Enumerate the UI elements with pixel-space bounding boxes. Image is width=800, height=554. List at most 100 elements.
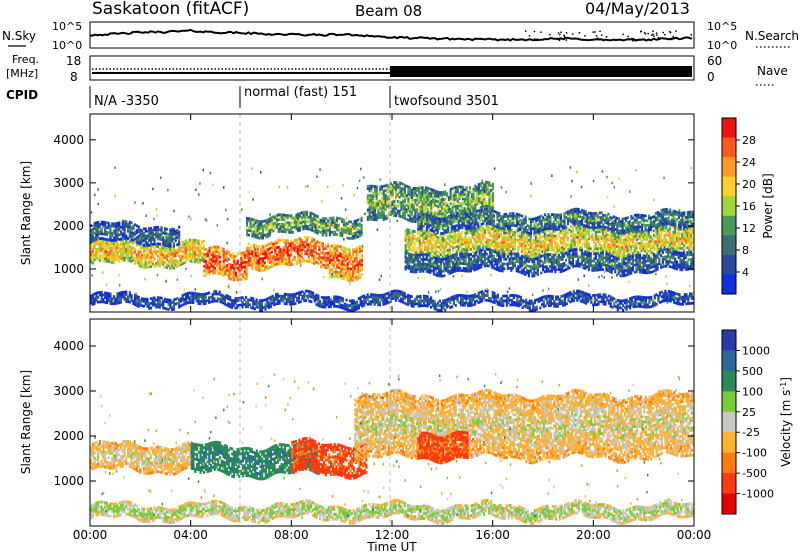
heatmap-cell [249,252,252,255]
heatmap-cell [339,266,342,270]
heatmap-cell [594,235,597,239]
heatmap-cell [90,246,93,249]
heatmap-cell [146,241,149,245]
heatmap-cell [149,246,153,250]
heatmap-cell [464,245,467,249]
heatmap-cell [393,188,396,192]
heatmap-cell [314,253,317,257]
heatmap-cell [550,267,553,271]
heatmap-cell [469,241,472,244]
heatmap-cell [557,263,560,267]
heatmap-cell [167,240,170,243]
heatmap-cell [379,199,382,203]
heatmap-cell [540,259,543,263]
heatmap-cell [566,229,569,233]
heatmap-cell [638,234,642,238]
heatmap-cell [404,239,407,242]
heatmap-cell [277,260,280,263]
heatmap-cell [167,232,170,236]
heatmap-cell [450,254,453,258]
heatmap-cell [193,250,197,254]
heatmap-cell [675,231,679,235]
heatmap-cell [158,252,161,256]
heatmap-cell [675,248,679,252]
heatmap-cell [633,230,636,234]
heatmap-cell [357,270,360,273]
heatmap-cell [410,205,414,209]
heatmap-cell [251,232,254,236]
heatmap-cell [591,238,594,241]
heatmap-cell [355,233,358,237]
heatmap-cell [134,252,137,256]
heatmap-cell [240,266,243,269]
heatmap-cell [663,233,666,237]
heatmap-cell [531,248,534,252]
heatmap-cell [465,188,468,192]
heatmap-cell [360,219,363,222]
heatmap-cell [121,240,124,243]
heatmap-cell [536,259,539,262]
heatmap-cell [283,253,286,256]
heatmap-cell [344,221,347,225]
heatmap-cell [174,263,177,267]
heatmap-cell [104,223,107,227]
heatmap-cell [640,232,643,236]
heatmap-cell [162,246,165,250]
heatmap-cell [598,237,601,241]
heatmap-cell [614,234,617,238]
heatmap-cell [353,264,356,268]
heatmap-cell [107,246,110,249]
heatmap-cell [384,189,387,192]
heatmap-cell [402,209,405,212]
heatmap-cell [95,248,98,251]
heatmap-cell [464,248,467,251]
heatmap-cell [348,255,351,259]
heatmap-cell [272,229,275,233]
noise-search-dot [652,30,654,32]
heatmap-cell [601,246,605,250]
heatmap-cell [267,264,270,268]
heatmap-cell [483,259,487,263]
heatmap-cell [339,229,342,232]
noise-search-dot [584,35,586,37]
heatmap-cell [579,248,582,252]
heatmap-cell [141,258,144,262]
heatmap-cell [327,256,330,260]
heatmap-cell [468,253,471,256]
heatmap-cell [443,264,446,268]
heatmap-cell [630,245,633,249]
heatmap-cell [291,248,294,252]
heatmap-cell [462,188,465,191]
heatmap-cell [305,235,309,239]
heatmap-cell [422,238,425,242]
heatmap-cell [447,198,451,202]
heatmap-cell [440,193,443,197]
heatmap-cell [329,268,332,272]
heatmap-cell [309,250,312,254]
heatmap-cell [298,226,302,230]
heatmap-cell [314,260,317,264]
heatmap-cell [566,250,569,254]
heatmap-cell [559,251,562,254]
heatmap-cell [654,247,657,251]
heatmap-cell [427,230,430,233]
noise-search-dot [627,35,629,38]
heatmap-cell [668,227,671,230]
heatmap-cell [139,260,142,263]
heatmap-cell [318,245,321,249]
heatmap-cell [98,240,101,243]
heatmap-cell [247,251,250,255]
heatmap-cell [408,238,411,242]
heatmap-cell [396,200,399,203]
heatmap-cell [441,260,444,264]
heatmap-cell [201,254,204,257]
heatmap-cell [284,248,287,252]
heatmap-cell [425,229,428,233]
heatmap-cell [408,247,411,251]
heatmap-cell [311,256,314,260]
heatmap-cell [429,268,432,272]
heatmap-cell [505,245,508,249]
heatmap-cell [162,255,165,259]
heatmap-cell [286,263,289,266]
heatmap-cell [313,245,316,249]
